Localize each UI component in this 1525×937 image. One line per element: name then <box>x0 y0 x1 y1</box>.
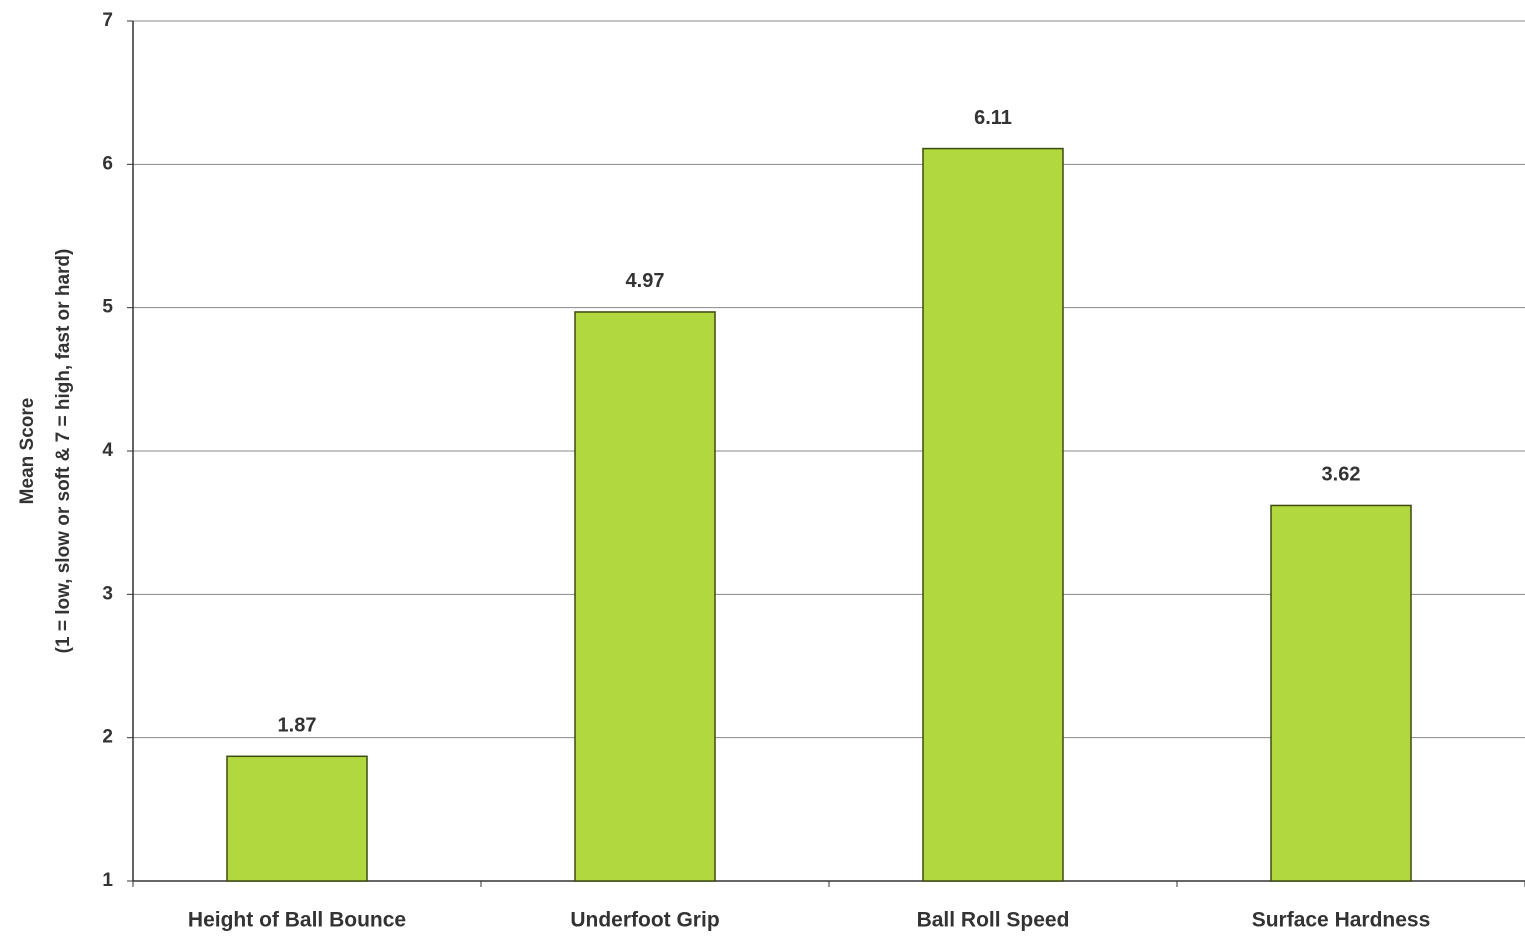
x-tick-label: Height of Ball Bounce <box>188 909 406 932</box>
y-tick-label: 5 <box>102 297 113 318</box>
bar <box>226 755 368 882</box>
y-axis-label: Mean Score <box>17 398 38 505</box>
bar <box>574 311 716 882</box>
x-tick-label: Underfoot Grip <box>570 909 719 932</box>
value-label: 4.97 <box>626 270 665 292</box>
value-label: 6.11 <box>974 107 1012 129</box>
value-label: 3.62 <box>1322 464 1361 486</box>
y-tick-label: 7 <box>102 10 113 31</box>
y-axis-label: (1 = low, slow or soft & 7 = high, fast … <box>53 249 74 654</box>
y-tick-label: 2 <box>102 727 113 748</box>
bar <box>1270 504 1412 882</box>
y-tick-label: 3 <box>102 583 113 604</box>
y-tick-label: 4 <box>102 440 113 461</box>
y-tick-label: 6 <box>102 153 113 174</box>
bar <box>922 147 1064 882</box>
y-tick-label: 1 <box>102 870 113 891</box>
value-label: 1.87 <box>278 715 317 737</box>
x-tick-label: Surface Hardness <box>1252 909 1431 932</box>
x-tick-label: Ball Roll Speed <box>917 909 1070 932</box>
